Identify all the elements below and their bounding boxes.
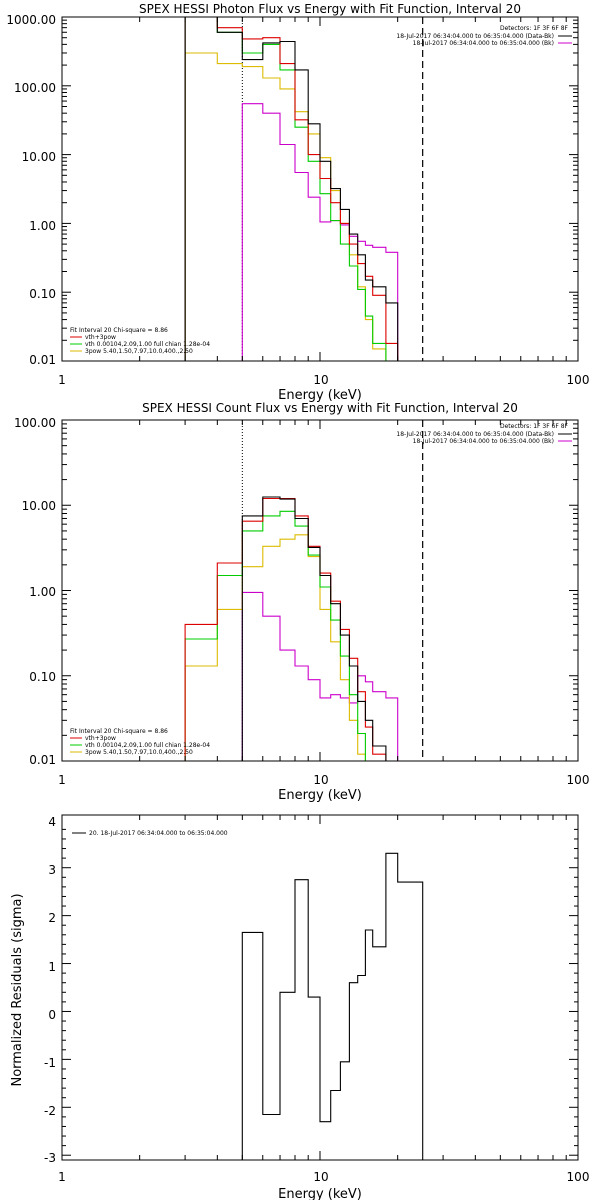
detectors-label: Detectors: 1F 3F 6F 8F — [500, 25, 569, 32]
x-tick-label: 100 — [567, 373, 590, 387]
y-tick-label: 0.01 — [29, 753, 56, 767]
legend-left-entry: vth 0.00104,2.09,1.00 full chian 1.28e-0… — [70, 341, 210, 348]
residuals-ticks — [61, 815, 579, 1160]
legend-right-entry: 18-Jul-2017 06:34:04.000 to 06:35:04.000… — [396, 431, 572, 438]
count-flux-ticks — [61, 419, 579, 762]
x-tick-label: 10 — [313, 773, 328, 787]
legend-left-label: vth 0.00104,2.09,1.00 full chian 1.28e-0… — [85, 341, 210, 348]
series-data-bk — [184, 16, 399, 361]
y-tick-label: 1 — [48, 960, 56, 974]
series-bk — [241, 591, 399, 761]
count-flux-title: SPEX HESSI Count Flux vs Energy with Fit… — [142, 401, 518, 415]
legend-left-entry: vth+3pow — [70, 334, 116, 341]
y-tick-label: 4 — [48, 815, 56, 829]
series-vth-3pow — [184, 16, 399, 361]
legend-right-entry: 18-Jul-2017 06:34:04.000 to 06:35:04.000… — [413, 40, 572, 47]
legend-entry: 20. 18-Jul-2017 06:34:04.000 to 06:35:04… — [72, 830, 228, 837]
legend-left-entry: vth 0.00104,2.09,1.00 full chian 1.28e-0… — [70, 742, 210, 749]
legend-fit-label: Fit Interval 20 Chi-square = 8.86 — [70, 728, 168, 735]
y-tick-label: 2 — [48, 911, 56, 925]
y-tick-label: 100.00 — [14, 81, 56, 95]
photon-flux-panel: SPEX HESSI Photon Flux vs Energy with Fi… — [6, 2, 589, 403]
legend-right-label: 18-Jul-2017 06:34:04.000 to 06:35:04.000… — [413, 438, 554, 445]
y-tick-label: 100.00 — [14, 416, 56, 430]
legend-left-label: vth 0.00104,2.09,1.00 full chian 1.28e-0… — [85, 742, 210, 749]
x-tick-label: 10 — [313, 373, 328, 387]
plot-frame — [61, 16, 579, 362]
y-tick-label: -3 — [44, 1151, 56, 1165]
y-tick-label: -1 — [44, 1056, 56, 1070]
y-tick-label: 0.10 — [29, 287, 56, 301]
y-axis-label: Normalized Residuals (sigma) — [10, 893, 25, 1086]
plot-frame — [61, 419, 579, 762]
x-axis-label: Energy (keV) — [278, 388, 362, 403]
count-flux-panel: SPEX HESSI Count Flux vs Energy with Fit… — [14, 401, 589, 803]
y-tick-label: 10.00 — [22, 150, 56, 164]
legend-left-label: vth+3pow — [85, 735, 116, 742]
series-residuals — [241, 852, 424, 1160]
x-tick-label: 1 — [58, 1170, 66, 1184]
legend-left-entry: 3pow 5.40,1.50,7.97,10.0,400.,2.50 — [70, 749, 193, 756]
y-tick-label: 10.00 — [22, 499, 56, 513]
legend-right-label: 18-Jul-2017 06:34:04.000 to 06:35:04.000… — [413, 40, 554, 47]
legend-right-entry: 18-Jul-2017 06:34:04.000 to 06:35:04.000… — [413, 438, 572, 445]
plot-frame — [61, 814, 579, 1161]
x-tick-label: 100 — [567, 773, 590, 787]
series-vth — [184, 16, 398, 362]
legend-left-entry: 3pow 5.40,1.50,7.97,10.0,400.,2.50 — [70, 348, 193, 355]
legend-fit-label: Fit Interval 20 Chi-square = 8.86 — [70, 327, 168, 334]
series-data-bk — [241, 496, 398, 762]
x-tick-label: 100 — [567, 1170, 590, 1184]
photon-flux-series — [184, 16, 424, 362]
count-flux-series — [184, 420, 424, 762]
x-tick-label: 1 — [58, 373, 66, 387]
legend-left-label: 3pow 5.40,1.50,7.97,10.0,400.,2.50 — [85, 749, 193, 756]
legend-label: 20. 18-Jul-2017 06:34:04.000 to 06:35:04… — [89, 830, 228, 837]
y-tick-label: 1.00 — [29, 585, 56, 599]
y-tick-label: 1.00 — [29, 219, 56, 233]
x-tick-label: 10 — [313, 1170, 328, 1184]
legend-right-label: 18-Jul-2017 06:34:04.000 to 06:35:04.000… — [396, 33, 554, 40]
y-tick-label: 0.10 — [29, 670, 56, 684]
x-axis-label: Energy (keV) — [278, 788, 362, 803]
legend-right-entry: 18-Jul-2017 06:34:04.000 to 06:35:04.000… — [396, 33, 572, 40]
y-tick-label: 0 — [48, 1008, 56, 1022]
x-axis-label: Energy (keV) — [278, 1187, 362, 1200]
detectors-label: Detectors: 1F 3F 6F 8F — [500, 423, 569, 430]
residuals-panel: -3 -2 -1 0 1 2 3 4 1 10 100 Energy (keV)… — [10, 814, 590, 1200]
x-tick-label: 1 — [58, 773, 66, 787]
y-tick-label: 3 — [48, 863, 56, 877]
photon-flux-title: SPEX HESSI Photon Flux vs Energy with Fi… — [139, 2, 521, 16]
residuals-series — [241, 852, 424, 1160]
legend-left-label: vth+3pow — [85, 334, 116, 341]
legend-right-label: 18-Jul-2017 06:34:04.000 to 06:35:04.000… — [396, 431, 554, 438]
y-tick-label: -2 — [44, 1104, 56, 1118]
legend-left-label: 3pow 5.40,1.50,7.97,10.0,400.,2.50 — [85, 348, 193, 355]
y-tick-label: 0.01 — [29, 353, 56, 367]
legend-left-entry: vth+3pow — [70, 735, 116, 742]
y-tick-label: 1000.00 — [6, 13, 56, 27]
photon-flux-ticks — [61, 16, 579, 362]
